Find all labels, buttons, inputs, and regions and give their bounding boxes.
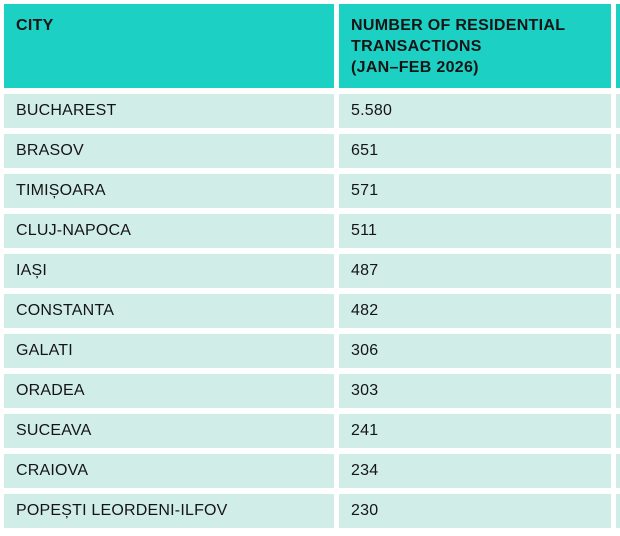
city-cell: SUCEAVA bbox=[4, 414, 334, 448]
cropped-third-column-cell bbox=[616, 174, 620, 208]
cropped-third-column-header bbox=[616, 4, 620, 88]
cropped-third-column-cell bbox=[616, 134, 620, 168]
cropped-third-column-cell bbox=[616, 254, 620, 288]
cropped-third-column-cell bbox=[616, 414, 620, 448]
city-cell: IAȘI bbox=[4, 254, 334, 288]
city-cell: BUCHAREST bbox=[4, 94, 334, 128]
city-cell: ORADEA bbox=[4, 374, 334, 408]
column-header-transactions: NUMBER OF RESIDENTIAL TRANSACTIONS (JAN–… bbox=[339, 4, 611, 88]
transactions-table: CITY NUMBER OF RESIDENTIAL TRANSACTIONS … bbox=[4, 4, 620, 528]
city-cell: BRASOV bbox=[4, 134, 334, 168]
cropped-third-column-cell bbox=[616, 334, 620, 368]
city-cell: TIMIȘOARA bbox=[4, 174, 334, 208]
column-header-city: CITY bbox=[4, 4, 334, 88]
cropped-third-column-cell bbox=[616, 454, 620, 488]
cropped-third-column-cell bbox=[616, 94, 620, 128]
cropped-third-column-cell bbox=[616, 214, 620, 248]
city-cell: CONSTANTA bbox=[4, 294, 334, 328]
value-cell: 571 bbox=[339, 174, 611, 208]
city-cell: CLUJ-NAPOCA bbox=[4, 214, 334, 248]
city-cell: CRAIOVA bbox=[4, 454, 334, 488]
value-cell: 487 bbox=[339, 254, 611, 288]
value-cell: 651 bbox=[339, 134, 611, 168]
value-cell: 5.580 bbox=[339, 94, 611, 128]
value-cell: 511 bbox=[339, 214, 611, 248]
value-cell: 306 bbox=[339, 334, 611, 368]
value-cell: 234 bbox=[339, 454, 611, 488]
value-cell: 230 bbox=[339, 494, 611, 528]
cropped-third-column-cell bbox=[616, 494, 620, 528]
value-cell: 303 bbox=[339, 374, 611, 408]
value-cell: 241 bbox=[339, 414, 611, 448]
city-cell: GALATI bbox=[4, 334, 334, 368]
city-cell: POPEȘTI LEORDENI-ILFOV bbox=[4, 494, 334, 528]
cropped-third-column-cell bbox=[616, 374, 620, 408]
value-cell: 482 bbox=[339, 294, 611, 328]
cropped-third-column-cell bbox=[616, 294, 620, 328]
